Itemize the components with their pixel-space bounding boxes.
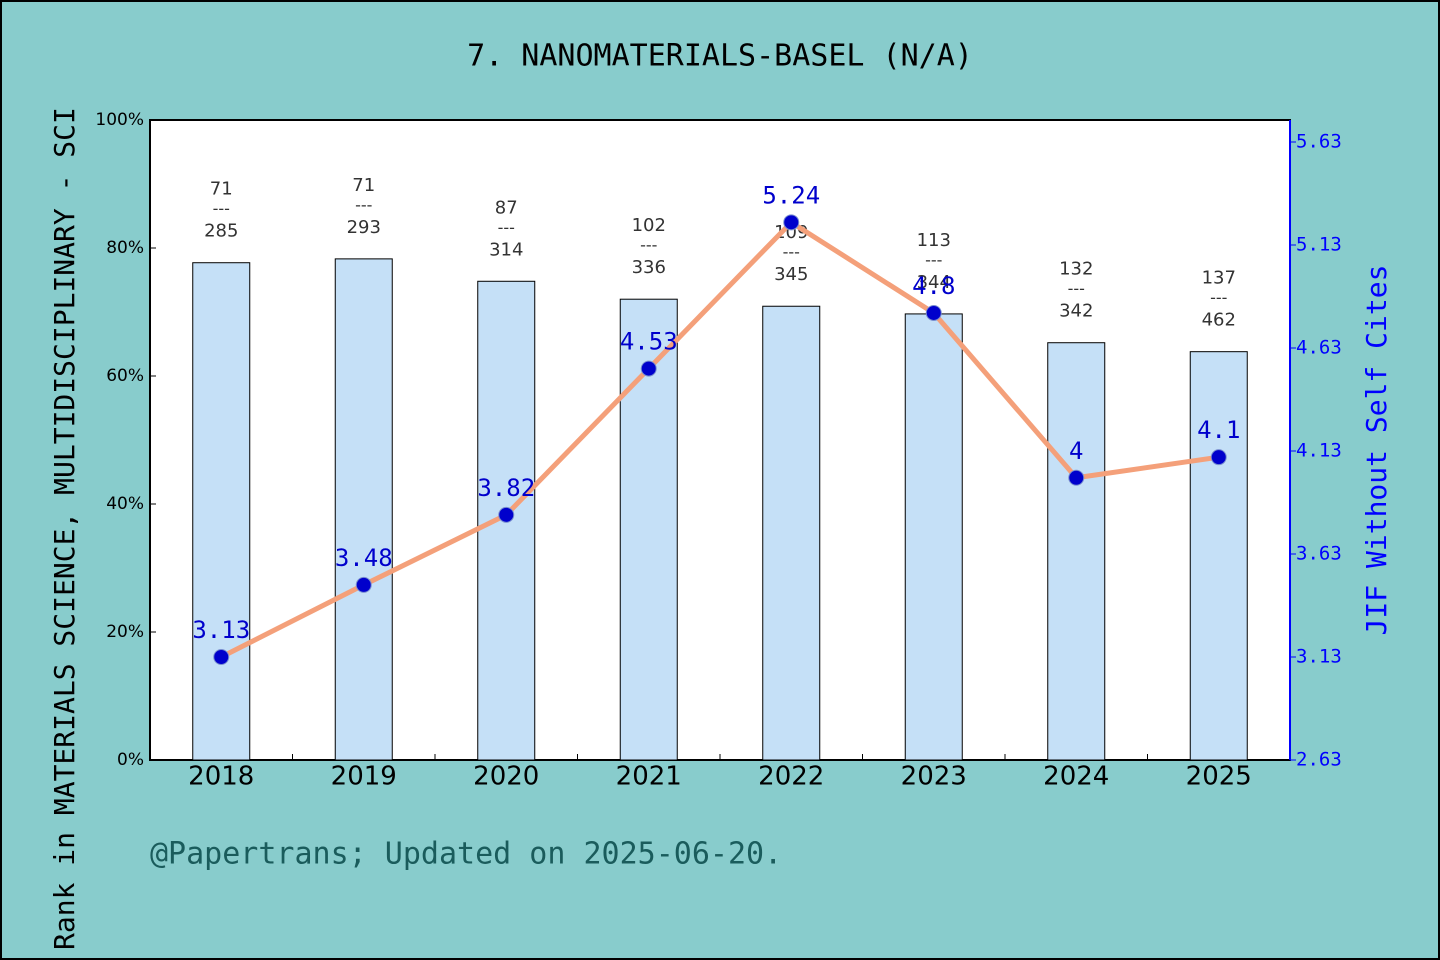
point (355, 576, 372, 593)
x-tick-label: 2023 (901, 762, 967, 792)
rank-label: 102 (632, 215, 666, 236)
rank-separator: --- (640, 236, 657, 255)
rank-label: 132 (1059, 259, 1093, 280)
y2-tick-label: 3.13 (1296, 646, 1342, 668)
y-axis-label: Rank in MATERIALS SCIENCE, MULTIDISCIPLI… (48, 107, 81, 950)
point (1210, 449, 1227, 466)
x-tick-label: 2024 (1043, 762, 1109, 792)
total-label: 336 (632, 257, 666, 278)
line (220, 219, 1220, 660)
rank-separator: --- (783, 243, 800, 262)
rank-label: 87 (495, 197, 518, 218)
bar (1047, 342, 1106, 761)
y2-tick-label: 5.63 (1296, 131, 1342, 153)
point (213, 649, 230, 665)
rank-separator: --- (1068, 279, 1085, 298)
rank-label: 137 (1202, 268, 1236, 289)
footer: @Papertrans; Updated on 2025-06-20. (150, 837, 782, 872)
total-label: 342 (1059, 301, 1093, 322)
plot-area (149, 119, 1291, 761)
x-tick-label: 2025 (1186, 762, 1252, 792)
total-label: 293 (347, 217, 381, 238)
y-tick-label: 0% (117, 750, 144, 770)
y-tick-label: 80% (106, 238, 144, 258)
value-label: 4.1 (1197, 416, 1240, 444)
bar (904, 313, 963, 761)
point (498, 506, 515, 523)
y2-tick-label: 4.63 (1296, 337, 1342, 359)
rank-label: 71 (210, 179, 233, 200)
y2-tick-label: 2.63 (1296, 749, 1342, 771)
point (640, 360, 657, 377)
y2-tick-label: 4.13 (1296, 440, 1342, 462)
y-tick-label: 100% (95, 110, 144, 130)
x-tick-label: 2021 (616, 762, 682, 792)
bar (762, 305, 821, 761)
rank-separator: --- (355, 195, 372, 214)
total-label: 345 (774, 264, 808, 285)
bar (192, 262, 251, 761)
bar (334, 258, 393, 761)
y2-tick-label: 5.13 (1296, 234, 1342, 256)
total-label: 285 (204, 221, 238, 242)
x-tick-label: 2022 (758, 762, 824, 792)
rank-separator: --- (1210, 288, 1227, 307)
y-tick-label: 40% (106, 494, 144, 514)
value-label: 4.8 (912, 272, 955, 300)
value-label: 4 (1069, 437, 1083, 465)
y2-tick-label: 3.63 (1296, 543, 1342, 565)
total-label: 462 (1202, 310, 1236, 331)
bar (1189, 351, 1248, 761)
total-label: 344 (917, 272, 951, 293)
point (1068, 469, 1085, 486)
total-label: 314 (489, 239, 523, 260)
x-tick-label: 2019 (331, 762, 397, 792)
value-label: 4.53 (620, 328, 678, 356)
value-label: 3.13 (192, 616, 250, 644)
y-tick-label: 20% (106, 622, 144, 642)
value-label: 3.48 (335, 544, 393, 572)
point (783, 214, 800, 231)
chart-title: 7. NANOMATERIALS-BASEL (N/A) (467, 39, 973, 74)
rank-separator: --- (925, 250, 942, 269)
rank-separator: --- (213, 199, 230, 218)
y-tick-label: 60% (106, 366, 144, 386)
rank-label: 113 (917, 230, 951, 251)
rank-separator: --- (498, 218, 515, 237)
value-label: 5.24 (762, 181, 820, 209)
y2-axis-label: JIF Without Self Cites (1360, 265, 1393, 636)
x-tick-label: 2020 (473, 762, 539, 792)
x-tick-label: 2018 (188, 762, 254, 792)
point (925, 304, 942, 321)
value-label: 3.82 (477, 474, 535, 502)
rank-label: 71 (352, 175, 375, 196)
